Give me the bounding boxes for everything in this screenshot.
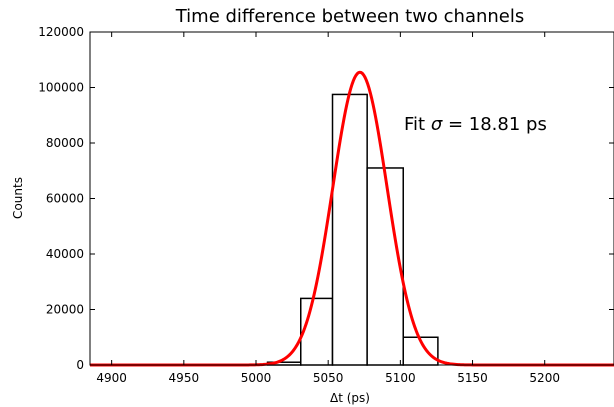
x-tick-label: 5200 <box>529 371 560 385</box>
y-tick-label: 0 <box>76 358 84 372</box>
fit-annotation-value: = 18.81 ps <box>442 114 547 135</box>
y-tick-label: 20000 <box>46 303 84 317</box>
y-tick-label: 100000 <box>38 81 84 95</box>
x-axis-ticks: 4900 4950 5000 5050 5100 5150 5200 <box>96 32 560 385</box>
x-tick-label: 5000 <box>241 371 272 385</box>
y-axis-label: Counts <box>11 177 25 219</box>
y-tick-label: 80000 <box>46 136 84 150</box>
x-axis-label: Δt (ps) <box>330 391 370 405</box>
x-tick-label: 4950 <box>169 371 200 385</box>
histogram-bars <box>266 93 439 366</box>
x-tick-label: 5100 <box>385 371 416 385</box>
histogram-bar <box>300 297 334 366</box>
histogram-bar <box>366 167 404 366</box>
y-axis-ticks: 0 20000 40000 60000 80000 100000 120000 <box>38 25 614 372</box>
y-tick-label: 60000 <box>46 192 84 206</box>
x-tick-label: 5150 <box>457 371 488 385</box>
fit-sigma-annotation: Fit σ = 18.81 ps <box>404 114 547 135</box>
chart-title: Time difference between two channels <box>175 6 525 27</box>
fit-annotation-sigma-symbol: σ <box>431 114 443 135</box>
x-tick-label: 4900 <box>96 371 127 385</box>
histogram-bar <box>331 93 368 366</box>
fit-annotation-prefix: Fit <box>404 114 431 135</box>
histogram-bar <box>402 336 439 366</box>
y-tick-label: 120000 <box>38 25 84 39</box>
x-tick-label: 5050 <box>313 371 344 385</box>
y-tick-label: 40000 <box>46 247 84 261</box>
